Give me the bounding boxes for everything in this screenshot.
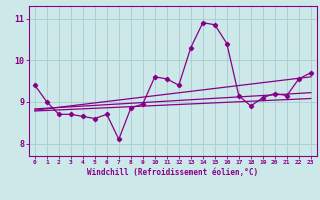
X-axis label: Windchill (Refroidissement éolien,°C): Windchill (Refroidissement éolien,°C) [87, 168, 258, 177]
